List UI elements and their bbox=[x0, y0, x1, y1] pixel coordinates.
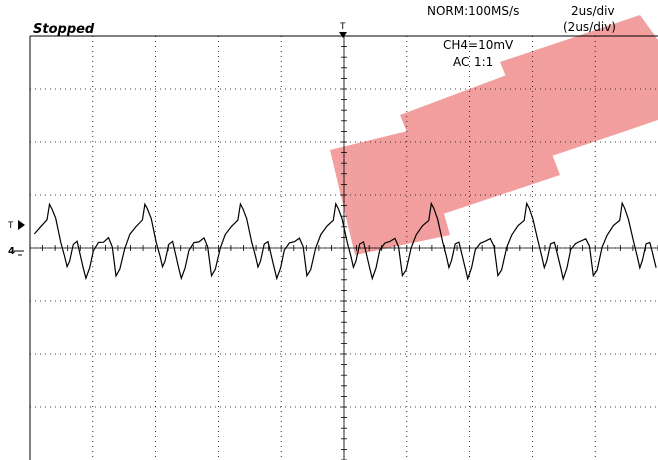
trigger-position-marker[interactable]: T bbox=[339, 22, 347, 38]
coupling-readout: AC bbox=[453, 55, 470, 69]
channel-ground-marker[interactable]: 4 bbox=[8, 246, 24, 257]
sample-rate-readout: NORM:100MS/s bbox=[427, 4, 520, 18]
ch4-waveform-trace bbox=[33, 201, 657, 282]
time-div-secondary-readout: (2us/div) bbox=[563, 20, 616, 34]
time-div-readout: 2us/div bbox=[571, 4, 615, 18]
trigger-level-marker[interactable]: T bbox=[8, 220, 25, 231]
trigger-position-label: T bbox=[340, 22, 346, 32]
trigger-level-label: T bbox=[8, 221, 14, 231]
probe-ratio-readout: 1:1 bbox=[474, 55, 494, 69]
watermark-logo bbox=[330, 15, 658, 255]
channel-ground-label: 4 bbox=[8, 246, 15, 257]
acquisition-status: Stopped bbox=[33, 22, 95, 37]
channel-scale-readout: CH4=10mV bbox=[443, 38, 514, 52]
